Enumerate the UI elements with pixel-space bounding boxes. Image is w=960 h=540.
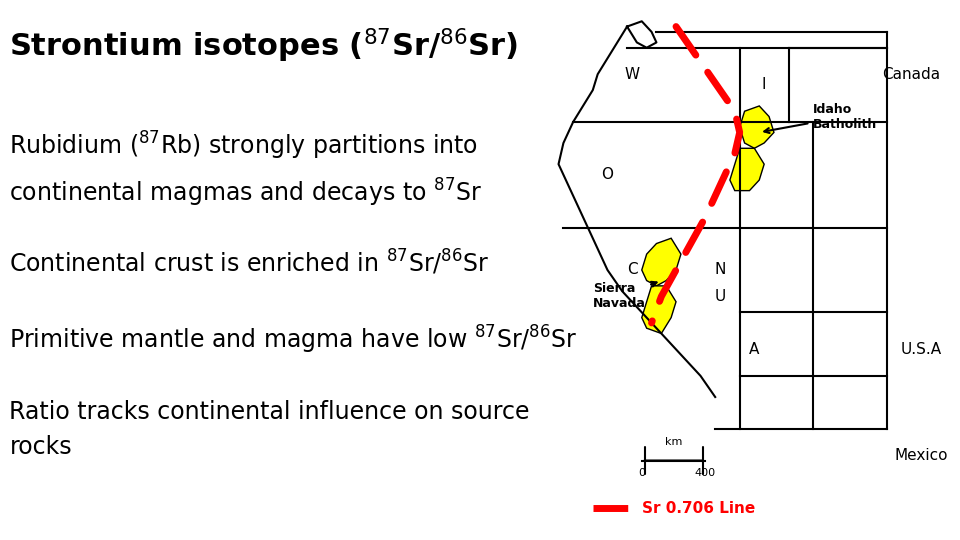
Text: Strontium isotopes ($^{87}$Sr/$^{86}$Sr): Strontium isotopes ($^{87}$Sr/$^{86}$Sr) (10, 27, 518, 65)
Text: Canada: Canada (882, 67, 940, 82)
Text: U.S.A: U.S.A (900, 342, 942, 357)
Polygon shape (730, 148, 764, 191)
Text: 0: 0 (638, 468, 645, 478)
Polygon shape (641, 238, 681, 286)
Text: Continental crust is enriched in $^{87}$Sr/$^{86}$Sr: Continental crust is enriched in $^{87}$… (10, 248, 490, 278)
Text: Sierra
Navada: Sierra Navada (592, 282, 657, 310)
Text: Ratio tracks continental influence on source
rocks: Ratio tracks continental influence on so… (10, 400, 530, 459)
Text: O: O (602, 167, 613, 182)
Text: U: U (714, 289, 726, 304)
Text: W: W (624, 67, 639, 82)
Text: I: I (762, 77, 766, 92)
Text: Rubidium ($^{87}$Rb) strongly partitions into
continental magmas and decays to $: Rubidium ($^{87}$Rb) strongly partitions… (10, 130, 482, 209)
Text: km: km (665, 437, 683, 447)
Text: C: C (627, 262, 637, 278)
Polygon shape (641, 286, 676, 334)
Text: Primitive mantle and magma have low $^{87}$Sr/$^{86}$Sr: Primitive mantle and magma have low $^{8… (10, 324, 578, 356)
Text: 400: 400 (695, 468, 716, 478)
Text: A: A (749, 342, 759, 357)
Text: Idaho
Batholith: Idaho Batholith (764, 103, 877, 133)
Text: N: N (714, 262, 726, 278)
Polygon shape (740, 106, 774, 148)
Text: Sr 0.706 Line: Sr 0.706 Line (641, 501, 755, 516)
Text: Mexico: Mexico (894, 448, 948, 463)
